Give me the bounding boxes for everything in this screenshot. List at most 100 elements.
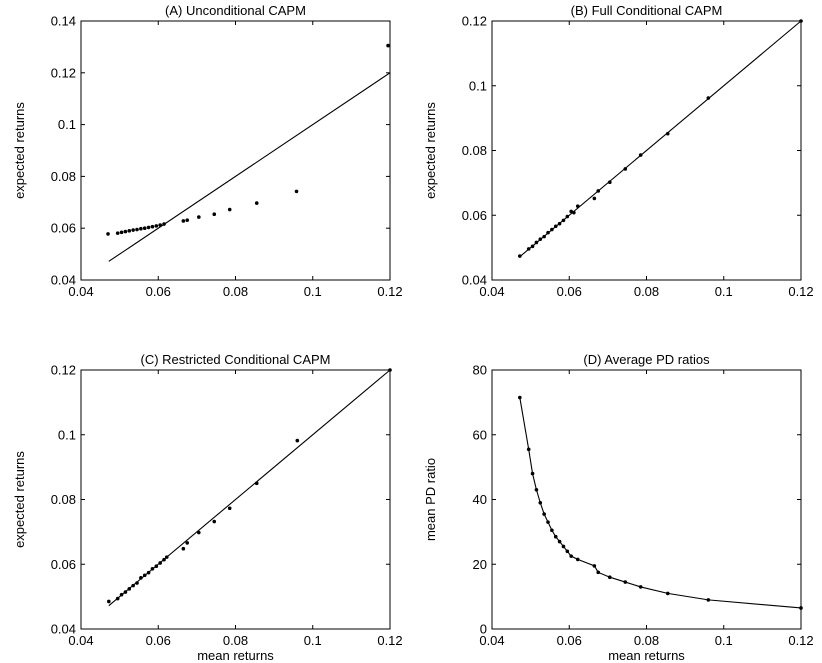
reference-line-c xyxy=(108,369,391,607)
data-point xyxy=(139,226,143,231)
y-tick-label: 0.1 xyxy=(469,78,487,93)
data-point xyxy=(254,201,259,205)
data-point xyxy=(295,438,300,443)
data-point xyxy=(212,519,217,524)
data-point xyxy=(608,575,612,579)
x-tick-label: 0.06 xyxy=(146,284,171,299)
series-line-d xyxy=(519,397,802,609)
data-point xyxy=(142,573,147,578)
data-point xyxy=(546,230,550,235)
data-point xyxy=(227,506,232,511)
y-tick-label: 60 xyxy=(473,427,487,442)
data-point xyxy=(665,591,670,596)
data-point xyxy=(115,596,120,601)
data-point xyxy=(592,564,597,568)
data-point xyxy=(518,254,522,258)
data-point xyxy=(569,554,573,558)
x-axis-label-c: mean returns xyxy=(197,648,274,663)
data-point xyxy=(534,240,539,245)
x-tick-label: 0.1 xyxy=(715,284,733,299)
y-tick-label: 0.12 xyxy=(462,14,487,29)
data-point xyxy=(534,487,539,492)
data-point xyxy=(623,580,628,584)
data-point xyxy=(154,564,159,568)
y-tick-label: 0.06 xyxy=(462,208,487,223)
chart-title-b: (B) Full Conditional CAPM xyxy=(571,3,723,18)
y-tick-label: 0.04 xyxy=(462,273,487,288)
x-tick-label: 0.08 xyxy=(223,633,248,648)
x-tick-label: 0.1 xyxy=(304,633,322,648)
data-point xyxy=(119,230,124,235)
data-point xyxy=(665,131,670,136)
data-point xyxy=(575,204,580,208)
x-tick-label: 0.1 xyxy=(715,633,733,648)
data-point xyxy=(592,196,597,201)
x-tick-label: 0.08 xyxy=(223,284,248,299)
x-tick-label: 0.06 xyxy=(557,284,582,299)
data-point xyxy=(135,581,139,585)
data-point xyxy=(131,228,135,232)
data-point xyxy=(115,231,120,235)
panel-a: (A) Unconditional CAPM 0.04 0.06 0.08 0.1 0.1… xyxy=(12,3,403,299)
data-point xyxy=(386,43,390,48)
y-tick-label: 0 xyxy=(480,622,487,637)
data-point xyxy=(123,229,128,234)
data-point xyxy=(530,244,535,249)
chart-title-a: (A) Unconditional CAPM xyxy=(165,3,306,18)
x-tick-label: 0.04 xyxy=(479,633,504,648)
data-point xyxy=(294,189,299,194)
data-point xyxy=(638,585,643,589)
x-tick-label: 0.06 xyxy=(557,633,582,648)
data-point xyxy=(638,153,643,157)
data-point xyxy=(565,214,570,219)
panel-d: (D) Average PD ratios 0.04 0.06 0.08 0.1 0.12… xyxy=(423,352,814,663)
data-point xyxy=(550,227,554,232)
x-tick-label: 0.1 xyxy=(304,284,322,299)
y-tick-label: 80 xyxy=(473,363,487,378)
data-point xyxy=(119,592,124,597)
y-tick-label: 0.14 xyxy=(51,14,76,29)
y-tick-label: 0.12 xyxy=(51,363,76,378)
data-point xyxy=(623,167,628,171)
data-point xyxy=(106,232,110,236)
y-tick-label: 0.04 xyxy=(51,622,76,637)
data-point xyxy=(142,226,147,230)
data-point xyxy=(164,555,169,559)
data-point xyxy=(572,210,576,215)
data-point xyxy=(135,227,139,232)
y-tick-label: 20 xyxy=(473,557,487,572)
data-point xyxy=(518,395,522,400)
x-tick-label: 0.04 xyxy=(68,633,93,648)
data-point xyxy=(542,512,546,516)
y-axis-label-d: mean PD ratio xyxy=(423,458,438,541)
y-axis-label-a: expected returns xyxy=(12,102,27,199)
data-point xyxy=(197,530,201,535)
data-point xyxy=(185,218,190,222)
data-point xyxy=(538,237,543,242)
data-point xyxy=(107,599,111,604)
x-axis-label-d: mean returns xyxy=(608,648,685,663)
x-tick-label: 0.04 xyxy=(68,284,93,299)
data-point xyxy=(123,590,128,594)
data-point xyxy=(596,189,601,193)
data-point xyxy=(538,500,543,505)
y-tick-label: 40 xyxy=(473,492,487,507)
chart-title-d: (D) Average PD ratios xyxy=(583,352,710,367)
y-axis-label-b: expected returns xyxy=(423,102,438,199)
data-point xyxy=(127,587,132,591)
data-point xyxy=(799,606,803,610)
data-point xyxy=(146,570,151,575)
data-point xyxy=(530,471,535,476)
y-tick-label: 0.06 xyxy=(51,221,76,236)
data-point xyxy=(131,583,135,588)
data-point xyxy=(799,19,803,23)
y-tick-label: 0.1 xyxy=(58,117,76,132)
data-point xyxy=(212,212,217,217)
data-point xyxy=(158,561,162,565)
data-point xyxy=(546,520,550,524)
x-tick-label: 0.12 xyxy=(377,284,402,299)
data-point xyxy=(146,225,151,230)
data-point xyxy=(526,247,531,251)
x-tick-label: 0.06 xyxy=(146,633,171,648)
